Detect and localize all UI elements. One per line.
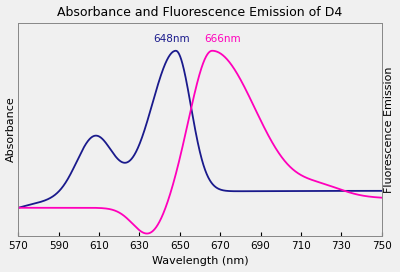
Y-axis label: Fluorescence Emission: Fluorescence Emission xyxy=(384,66,394,193)
Title: Absorbance and Fluorescence Emission of D4: Absorbance and Fluorescence Emission of … xyxy=(57,5,343,18)
X-axis label: Wavelength (nm): Wavelength (nm) xyxy=(152,256,248,267)
Text: 666nm: 666nm xyxy=(204,35,240,45)
Y-axis label: Absorbance: Absorbance xyxy=(6,96,16,162)
Text: 648nm: 648nm xyxy=(154,35,190,45)
